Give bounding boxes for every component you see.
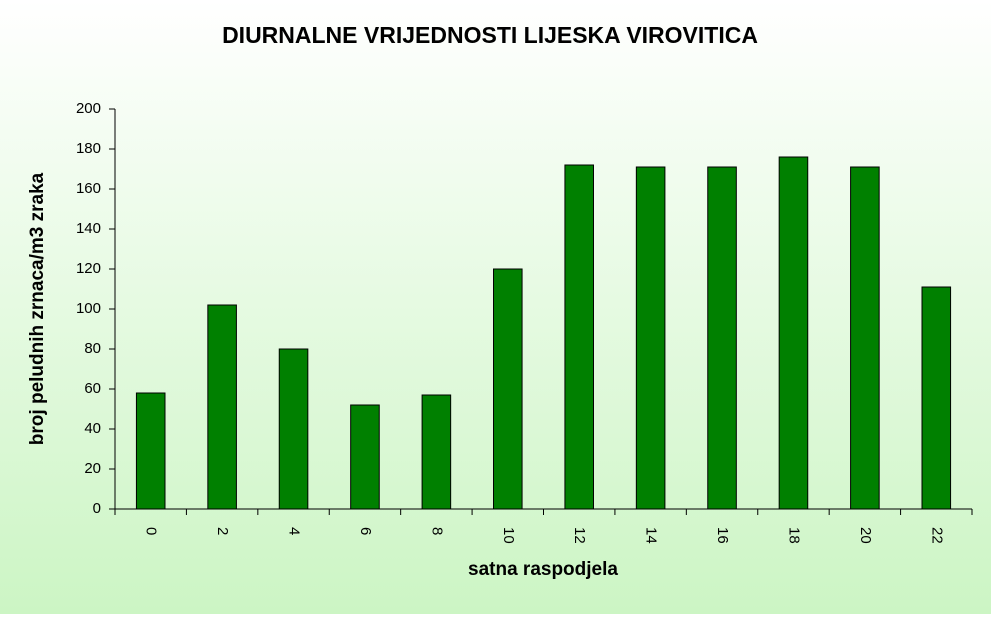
y-tick-label: 20 bbox=[84, 460, 101, 477]
x-tick-label: 2 bbox=[214, 527, 231, 535]
y-tick-label: 140 bbox=[76, 220, 101, 237]
bar bbox=[707, 166, 737, 510]
x-tick-label: 14 bbox=[643, 527, 660, 544]
x-tick-label: 4 bbox=[286, 527, 303, 535]
bar bbox=[778, 156, 809, 510]
bar bbox=[564, 164, 594, 510]
x-axis-label: satna raspodjela bbox=[468, 559, 618, 580]
x-tick-label: 8 bbox=[428, 527, 445, 535]
y-tick-label: 60 bbox=[84, 380, 101, 397]
bar bbox=[350, 404, 380, 510]
x-tick-label: 0 bbox=[143, 527, 160, 535]
bar bbox=[921, 286, 952, 510]
bar bbox=[135, 392, 166, 510]
x-tick-label: 22 bbox=[928, 527, 945, 544]
x-tick-label: 18 bbox=[785, 527, 802, 544]
y-axis-label: broj peludnih zrnaca/m3 zraka bbox=[27, 172, 48, 445]
x-tick-label: 12 bbox=[571, 527, 588, 544]
x-tick-label: 10 bbox=[500, 527, 517, 544]
y-tick-label: 0 bbox=[93, 500, 101, 517]
bar bbox=[493, 268, 523, 510]
x-tick-label: 20 bbox=[857, 527, 874, 544]
x-tick-label: 16 bbox=[714, 527, 731, 544]
bar bbox=[635, 166, 666, 510]
y-tick-label: 160 bbox=[76, 180, 101, 197]
bar bbox=[421, 394, 452, 510]
y-tick-label: 80 bbox=[84, 340, 101, 357]
x-tick-label: 6 bbox=[357, 527, 374, 535]
bar bbox=[207, 304, 237, 510]
bar bbox=[850, 166, 880, 510]
y-tick-label: 120 bbox=[76, 260, 101, 277]
y-tick-label: 180 bbox=[76, 140, 101, 157]
y-tick-label: 100 bbox=[76, 300, 101, 317]
bar bbox=[278, 348, 309, 510]
chart-title: DIURNALNE VRIJEDNOSTI LIJESKA VIROVITICA bbox=[222, 22, 758, 48]
y-tick-label: 200 bbox=[76, 100, 101, 117]
y-tick-label: 40 bbox=[84, 420, 101, 437]
